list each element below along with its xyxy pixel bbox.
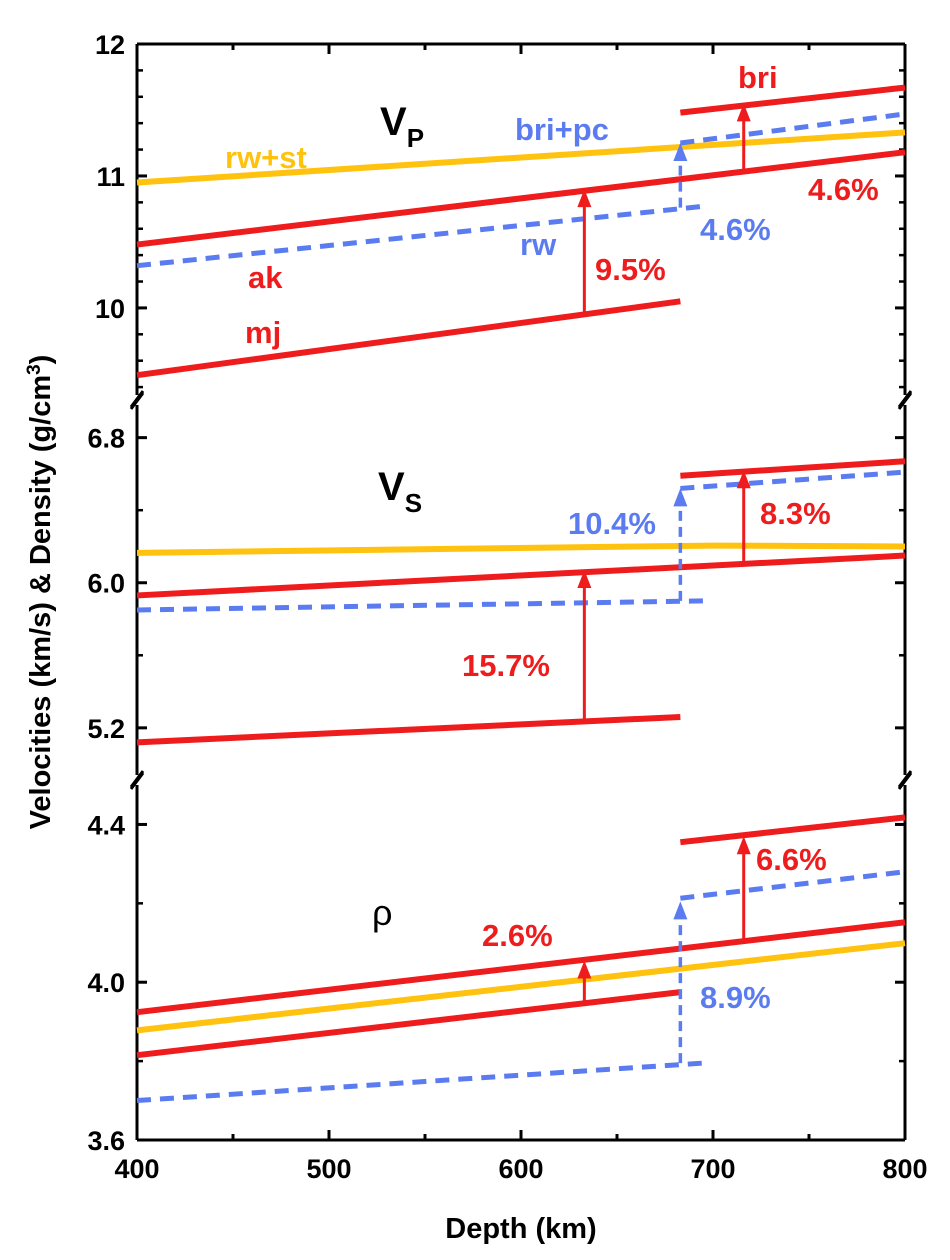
vs-series-mj bbox=[136, 713, 681, 746]
label-rw: rw bbox=[520, 227, 557, 262]
rho-series-bri bbox=[680, 814, 906, 846]
rho-arrow-head bbox=[673, 901, 688, 920]
rho-arrow-label-ak-bri: 6.6% bbox=[756, 842, 827, 877]
vs-arrow-head bbox=[673, 488, 688, 507]
vs-y-tick-label: 6.8 bbox=[87, 424, 125, 454]
vs-arrow-label-mj-ak: 15.7% bbox=[462, 648, 550, 683]
vp-y-tick-label: 11 bbox=[96, 162, 125, 192]
x-tick-label: 500 bbox=[306, 1154, 351, 1184]
vs-axis-break-mark bbox=[897, 390, 913, 408]
vp-arrow-label-mj-ak: 9.5% bbox=[595, 252, 666, 287]
vp-y-tick-label: 12 bbox=[95, 30, 125, 60]
y-axis-label: Velocities (km/s) & Density (g/cm3) bbox=[24, 355, 57, 830]
rho-series-rw-st bbox=[136, 940, 906, 1034]
vs-arrow-head bbox=[577, 570, 592, 589]
vs-y-tick-label: 5.2 bbox=[87, 714, 125, 744]
rho-arrow-head bbox=[736, 836, 751, 855]
vs-title: VS bbox=[378, 465, 422, 518]
label-ak: ak bbox=[248, 260, 283, 295]
rho-title: ρ bbox=[372, 892, 392, 933]
rho-series-mj bbox=[136, 989, 681, 1059]
vp-arrow-head bbox=[577, 189, 592, 208]
rho-arrow-label-rw: 8.9% bbox=[700, 980, 771, 1015]
rho-series-ak bbox=[136, 919, 906, 1016]
vs-y-tick-label: 6.0 bbox=[87, 569, 125, 599]
vp-series-rw bbox=[136, 203, 704, 269]
rho-series-rw bbox=[136, 1060, 704, 1104]
x-tick-label: 600 bbox=[498, 1154, 543, 1184]
x-axis-label: Depth (km) bbox=[445, 1213, 596, 1245]
x-tick-label: 400 bbox=[114, 1154, 159, 1184]
rho-axis-break-mark bbox=[897, 770, 913, 788]
rho-y-tick-label: 4.0 bbox=[87, 968, 125, 998]
vs-axis-break-mark bbox=[129, 390, 145, 408]
x-tick-label: 800 bbox=[882, 1154, 927, 1184]
vp-title: VP bbox=[380, 100, 424, 153]
vs-series-rw-st bbox=[136, 542, 906, 556]
label-rw-st: rw+st bbox=[225, 140, 307, 175]
vs-arrow-label-ak-bri: 8.3% bbox=[760, 496, 831, 531]
vs-series-ak bbox=[136, 552, 906, 599]
vs-arrow-head bbox=[736, 470, 751, 489]
vp-y-tick-label: 10 bbox=[95, 294, 125, 324]
vp-arrow-label-rw: 4.6% bbox=[700, 212, 771, 247]
vs-series-rw bbox=[136, 598, 704, 613]
label-mj: mj bbox=[245, 315, 281, 350]
vs-series-bri bbox=[680, 458, 906, 479]
vp-series-bri bbox=[680, 84, 906, 116]
vp-arrow-label-ak-bri: 4.6% bbox=[808, 172, 879, 207]
rho-arrow-label-mj-ak: 2.6% bbox=[482, 918, 553, 953]
vp-series-bri-pc bbox=[680, 111, 906, 146]
rho-series-bri-pc bbox=[680, 869, 906, 901]
rho-y-tick-label: 4.4 bbox=[87, 810, 125, 840]
vp-arrow-head bbox=[673, 142, 688, 161]
vp-series-ak bbox=[136, 149, 906, 248]
label-bri-pc: bri+pc bbox=[515, 112, 609, 147]
vp-arrow-head bbox=[736, 103, 751, 122]
rho-y-tick-label: 3.6 bbox=[87, 1126, 125, 1156]
vp-series-rw-st bbox=[136, 129, 906, 186]
vs-series-bri-pc bbox=[680, 469, 906, 491]
label-bri: bri bbox=[738, 60, 778, 95]
vs-arrow-label-rw: 10.4% bbox=[568, 506, 656, 541]
rho-axis-break-mark bbox=[129, 770, 145, 788]
rho-arrow-head bbox=[577, 960, 592, 979]
x-tick-label: 700 bbox=[690, 1154, 735, 1184]
vp-series-mj bbox=[136, 298, 681, 379]
